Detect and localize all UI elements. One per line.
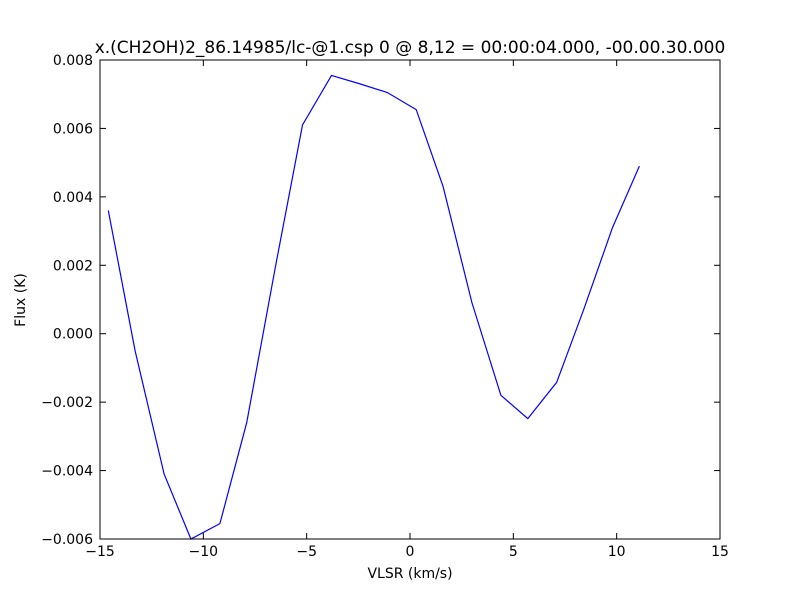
y-tick-label: 0.006 [53,121,93,137]
x-tick-label: −15 [85,544,115,560]
series-line [107,74,640,540]
plot-frame [99,59,721,540]
y-tick-label: 0.002 [53,258,93,274]
y-axis-label: Flux (K) [13,273,29,327]
y-tick-label: −0.006 [41,532,93,548]
y-tick-label: −0.002 [41,395,93,411]
y-axis: −0.006 −0.004 −0.002 0.000 0.002 0.004 0.006 0.… [41,53,720,548]
y-tick-label: −0.004 [41,464,93,480]
x-tick-label: 15 [711,544,729,560]
x-tick-label: 0 [406,544,415,560]
x-tick-label: 5 [509,544,518,560]
x-tick-label: 10 [608,544,626,560]
x-tick-label: −10 [189,544,219,560]
x-axis-label: VLSR (km/s) [367,566,452,582]
chart-title: x.(CH2OH)2_86.14985/lc-@1.csp 0 @ 8,12 =… [95,38,726,58]
plot-area [107,74,640,540]
x-tick-label: −5 [296,544,317,560]
y-tick-label: 0.000 [53,327,93,343]
x-axis: −15 −10 −5 0 5 10 15 [85,60,729,560]
y-tick-label: 0.004 [53,190,93,206]
y-tick-label: 0.008 [53,53,93,69]
